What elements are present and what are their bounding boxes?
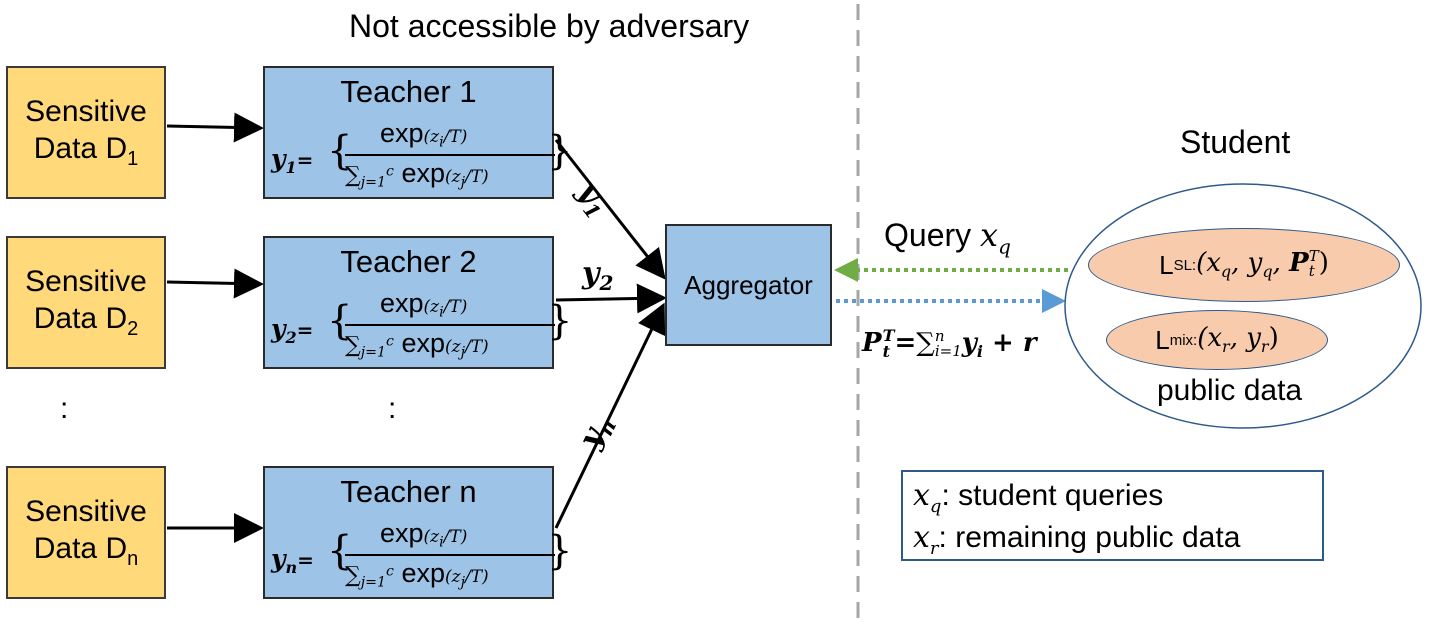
teacher-title: Teacher 2 — [340, 244, 477, 279]
teacher-output-label: yn= — [271, 544, 314, 577]
teacher-title: Teacher 1 — [340, 74, 477, 109]
teacher-box-1: Teacher 1 y1= { exp(zi/T) ∑j=1c exp(zj/T… — [263, 66, 572, 199]
query-label: Query xq — [884, 216, 1011, 259]
sensitive-data-name: Data Dn — [33, 532, 139, 571]
sensitive-data-name: Data D2 — [33, 302, 139, 341]
teacher-output-label: y1= — [271, 144, 314, 177]
arrow-label-y2: y2 — [582, 256, 614, 295]
ellipsis-teacher: : — [388, 392, 397, 425]
legend-box: xq: student queries xr: remaining public… — [901, 470, 1324, 561]
sensitive-label: Sensitive — [25, 94, 147, 128]
aggregator-label: Aggregator — [684, 269, 813, 300]
aggregator-box: Aggregator — [665, 224, 832, 346]
teacher-output-label: y2= — [271, 314, 314, 347]
arrow-teacher1-aggregator — [554, 139, 666, 280]
sensitive-data-name: Data D1 — [33, 132, 139, 171]
ellipsis-data: : — [60, 392, 69, 425]
legend-item-remaining: xr: remaining public data — [913, 520, 1241, 559]
public-data-label: public data — [1157, 374, 1303, 407]
sensitive-data-box-1: Sensitive Data D1 — [6, 66, 166, 199]
page-title: Not accessible by adversary — [349, 8, 750, 44]
arrow-teacher2-aggregator — [555, 283, 667, 314]
legend-item-queries: xq: student queries — [913, 478, 1164, 517]
sensitive-label: Sensitive — [25, 494, 147, 528]
teacher-box-n: Teacher n yn= { exp(zi/T) ∑j=1c exp(zj/T… — [263, 466, 572, 599]
teacher-title: Teacher n — [340, 474, 477, 509]
teacher-box-2: Teacher 2 y2= { exp(zi/T) ∑j=1c exp(zj/T… — [263, 236, 572, 369]
arrow-data1-teacher1 — [166, 112, 264, 143]
arrow-teachern-aggregator — [554, 302, 666, 529]
sensitive-data-box-2: Sensitive Data D2 — [6, 236, 166, 369]
sensitive-data-box-n: Sensitive Data Dn — [6, 466, 166, 599]
arrow-data2-teacher2 — [166, 268, 264, 299]
student-title: Student — [1180, 124, 1291, 160]
sensitive-label: Sensitive — [25, 264, 147, 298]
